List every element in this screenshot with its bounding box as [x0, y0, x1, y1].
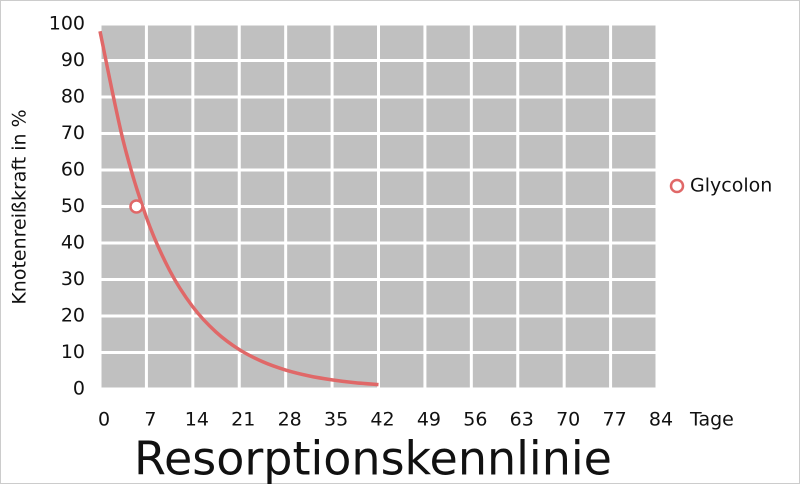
x-tick-label: 42: [370, 409, 394, 431]
x-tick-label: 0: [98, 409, 110, 431]
x-tick-label: 14: [185, 409, 209, 431]
line: [98, 30, 379, 387]
y-tick-label: 70: [61, 122, 85, 144]
y-tick-label: 30: [61, 268, 85, 290]
x-tick-label: 35: [324, 409, 348, 431]
x-tick-label: 21: [231, 409, 255, 431]
y-tick-label: 10: [61, 341, 85, 363]
y-tick-label: 50: [61, 195, 85, 217]
legend-label: Glycolon: [690, 175, 772, 197]
x-tick-label: 77: [602, 409, 626, 431]
y-tick-label: 100: [49, 13, 85, 35]
x-tick-label: 56: [463, 409, 487, 431]
y-tick-label: 90: [61, 49, 85, 71]
chart-title: Resorptionskennlinie: [134, 432, 612, 484]
y-tick-label: 40: [61, 232, 85, 254]
y-tick-label: 80: [61, 86, 85, 108]
x-axis-label: Tage: [689, 409, 734, 431]
x-tick-label: 49: [417, 409, 441, 431]
y-tick-label: 60: [61, 159, 85, 181]
legend-marker: [669, 178, 685, 194]
y-axis-label: Knotenreißkraft in %: [9, 109, 31, 304]
x-tick-label: 84: [649, 409, 673, 431]
x-tick-label: 63: [510, 409, 534, 431]
x-tick-label: 7: [144, 409, 156, 431]
x-tick-label: 28: [278, 409, 302, 431]
marker: [129, 199, 144, 214]
y-tick-label: 0: [73, 378, 85, 400]
x-tick-label: 70: [556, 409, 580, 431]
y-tick-label: 20: [61, 305, 85, 327]
